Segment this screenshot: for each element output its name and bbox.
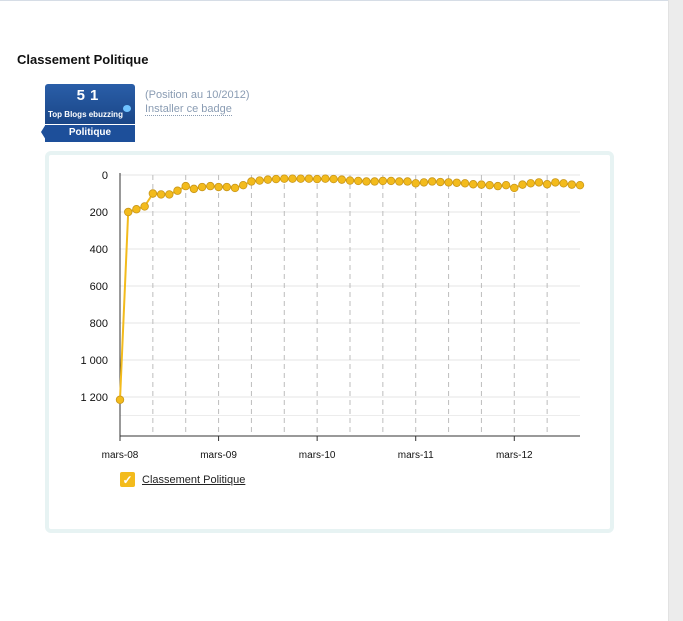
data-point — [436, 177, 445, 187]
data-point — [518, 180, 527, 189]
data-point — [132, 205, 141, 214]
data-point — [395, 177, 404, 186]
x-tick-label: mars-10 — [299, 450, 336, 461]
y-tick-label: 600 — [90, 281, 108, 293]
x-tick-label: mars-09 — [200, 450, 237, 461]
data-point — [567, 180, 576, 189]
speech-bubble-icon — [123, 105, 131, 112]
data-point — [485, 180, 494, 190]
y-tick-label: 1 000 — [80, 355, 108, 367]
data-point — [197, 182, 207, 192]
data-point — [386, 176, 396, 186]
data-point — [206, 181, 215, 191]
install-badge-link[interactable]: Installer ce badge — [145, 103, 232, 116]
badge-subtitle: Top Blogs ebuzzing — [48, 110, 123, 119]
data-point — [296, 174, 305, 183]
data-point — [469, 180, 478, 189]
data-point — [378, 176, 388, 186]
data-point — [411, 179, 420, 188]
y-tick-label: 200 — [90, 207, 108, 219]
data-point — [247, 177, 256, 186]
legend-item[interactable]: ✓ Classement Politique — [120, 472, 245, 487]
data-point — [354, 176, 363, 186]
data-point — [329, 174, 338, 184]
badge-rank-number: 51 — [76, 87, 104, 104]
data-point — [542, 180, 552, 189]
x-tick-label: mars-11 — [398, 450, 434, 461]
data-point — [403, 177, 412, 186]
data-point — [271, 174, 281, 184]
data-point — [444, 178, 453, 187]
data-point — [263, 175, 273, 184]
data-point — [452, 178, 461, 187]
data-point — [140, 202, 149, 211]
data-point — [173, 186, 182, 195]
chart-panel — [45, 151, 614, 533]
y-tick-label: 400 — [90, 244, 108, 256]
y-tick-label: 1 200 — [80, 392, 108, 404]
data-point — [230, 183, 240, 193]
top-border — [0, 0, 668, 1]
y-tick-label: 800 — [90, 318, 108, 330]
data-point — [526, 179, 535, 188]
data-point — [124, 207, 133, 217]
data-point — [115, 395, 125, 404]
chart-axes: 0 200 400 600 800 1 000 1 200 mars-08 mars-09 mar… — [80, 170, 580, 461]
badge-ribbon-notch — [41, 124, 46, 140]
data-point — [321, 174, 330, 183]
legend-label[interactable]: Classement Politique — [142, 473, 246, 486]
data-point — [239, 180, 248, 190]
data-point — [312, 174, 322, 184]
checkbox-check-icon[interactable]: ✓ — [120, 472, 135, 487]
data-point — [427, 177, 437, 186]
data-point — [493, 181, 503, 191]
data-point — [181, 181, 190, 191]
data-point — [288, 174, 297, 183]
position-date-text: (Position au 10/2012) — [145, 89, 250, 101]
data-point — [362, 177, 371, 186]
y-tick-label: 0 — [102, 170, 108, 182]
scrollbar-track[interactable] — [668, 0, 683, 621]
data-point — [575, 180, 585, 190]
data-point — [214, 182, 223, 192]
chart-series — [115, 174, 585, 404]
data-point — [222, 182, 231, 192]
badge-category: Politique — [45, 124, 135, 142]
data-point — [304, 174, 314, 183]
data-point — [156, 190, 166, 199]
data-point — [370, 177, 379, 186]
data-point — [477, 180, 486, 189]
data-point — [345, 176, 355, 185]
x-tick-label: mars-08 — [102, 450, 139, 461]
data-point — [165, 190, 174, 199]
badge-rank-panel: 51 Top Blogs ebuzzing — [45, 84, 135, 124]
x-tick-label: mars-12 — [496, 450, 533, 461]
data-point — [255, 176, 264, 185]
data-point — [337, 175, 346, 184]
data-point — [460, 179, 470, 188]
data-point — [501, 180, 511, 190]
chart-grid — [120, 174, 580, 436]
data-point — [280, 174, 289, 183]
data-point — [510, 183, 519, 193]
data-point — [551, 178, 560, 187]
data-point — [148, 189, 158, 198]
ranking-badge[interactable]: 51 Top Blogs ebuzzing Politique — [41, 84, 135, 142]
data-point — [419, 178, 429, 187]
section-heading: Classement Politique — [17, 52, 149, 67]
data-point — [534, 178, 544, 187]
data-point — [559, 179, 568, 188]
data-point — [189, 184, 199, 194]
